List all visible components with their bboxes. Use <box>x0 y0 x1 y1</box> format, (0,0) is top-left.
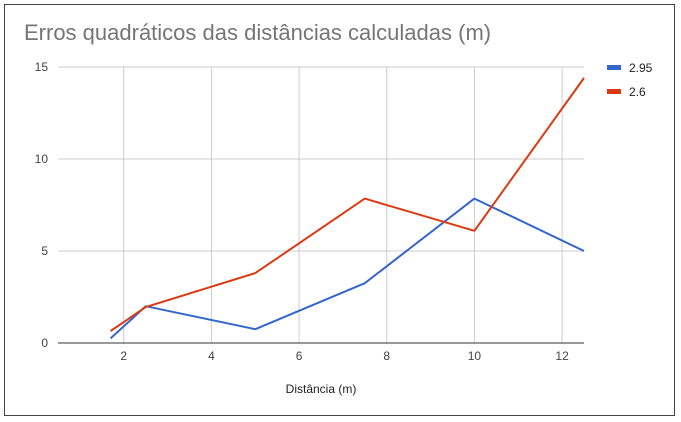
x-tick-label: 10 <box>468 349 482 363</box>
x-tick-label: 12 <box>555 349 569 363</box>
x-tick-label: 2 <box>120 349 127 363</box>
y-tick-label: 5 <box>41 244 48 258</box>
x-axis-label: Distância (m) <box>286 382 357 396</box>
legend-label: 2.95 <box>629 61 653 75</box>
chart-frame <box>4 4 675 416</box>
x-axis-ticks: 2 4 6 8 10 12 <box>120 349 569 363</box>
legend-swatch <box>607 65 621 70</box>
series-line-2 <box>110 77 585 332</box>
y-tick-label: 0 <box>41 336 48 350</box>
chart-title: Erros quadráticos das distâncias calcula… <box>24 20 492 45</box>
series-line-1 <box>109 197 585 340</box>
y-axis-ticks: 0 5 10 15 <box>35 60 49 350</box>
x-tick-label: 4 <box>208 349 215 363</box>
legend: 2.95 2.6 <box>607 61 653 99</box>
legend-swatch <box>607 89 621 94</box>
series-lines <box>109 77 585 340</box>
grid <box>58 66 584 344</box>
y-tick-label: 10 <box>35 152 49 166</box>
legend-label: 2.6 <box>629 85 646 99</box>
y-tick-label: 15 <box>35 60 49 74</box>
x-tick-label: 6 <box>296 349 303 363</box>
x-tick-label: 8 <box>383 349 390 363</box>
